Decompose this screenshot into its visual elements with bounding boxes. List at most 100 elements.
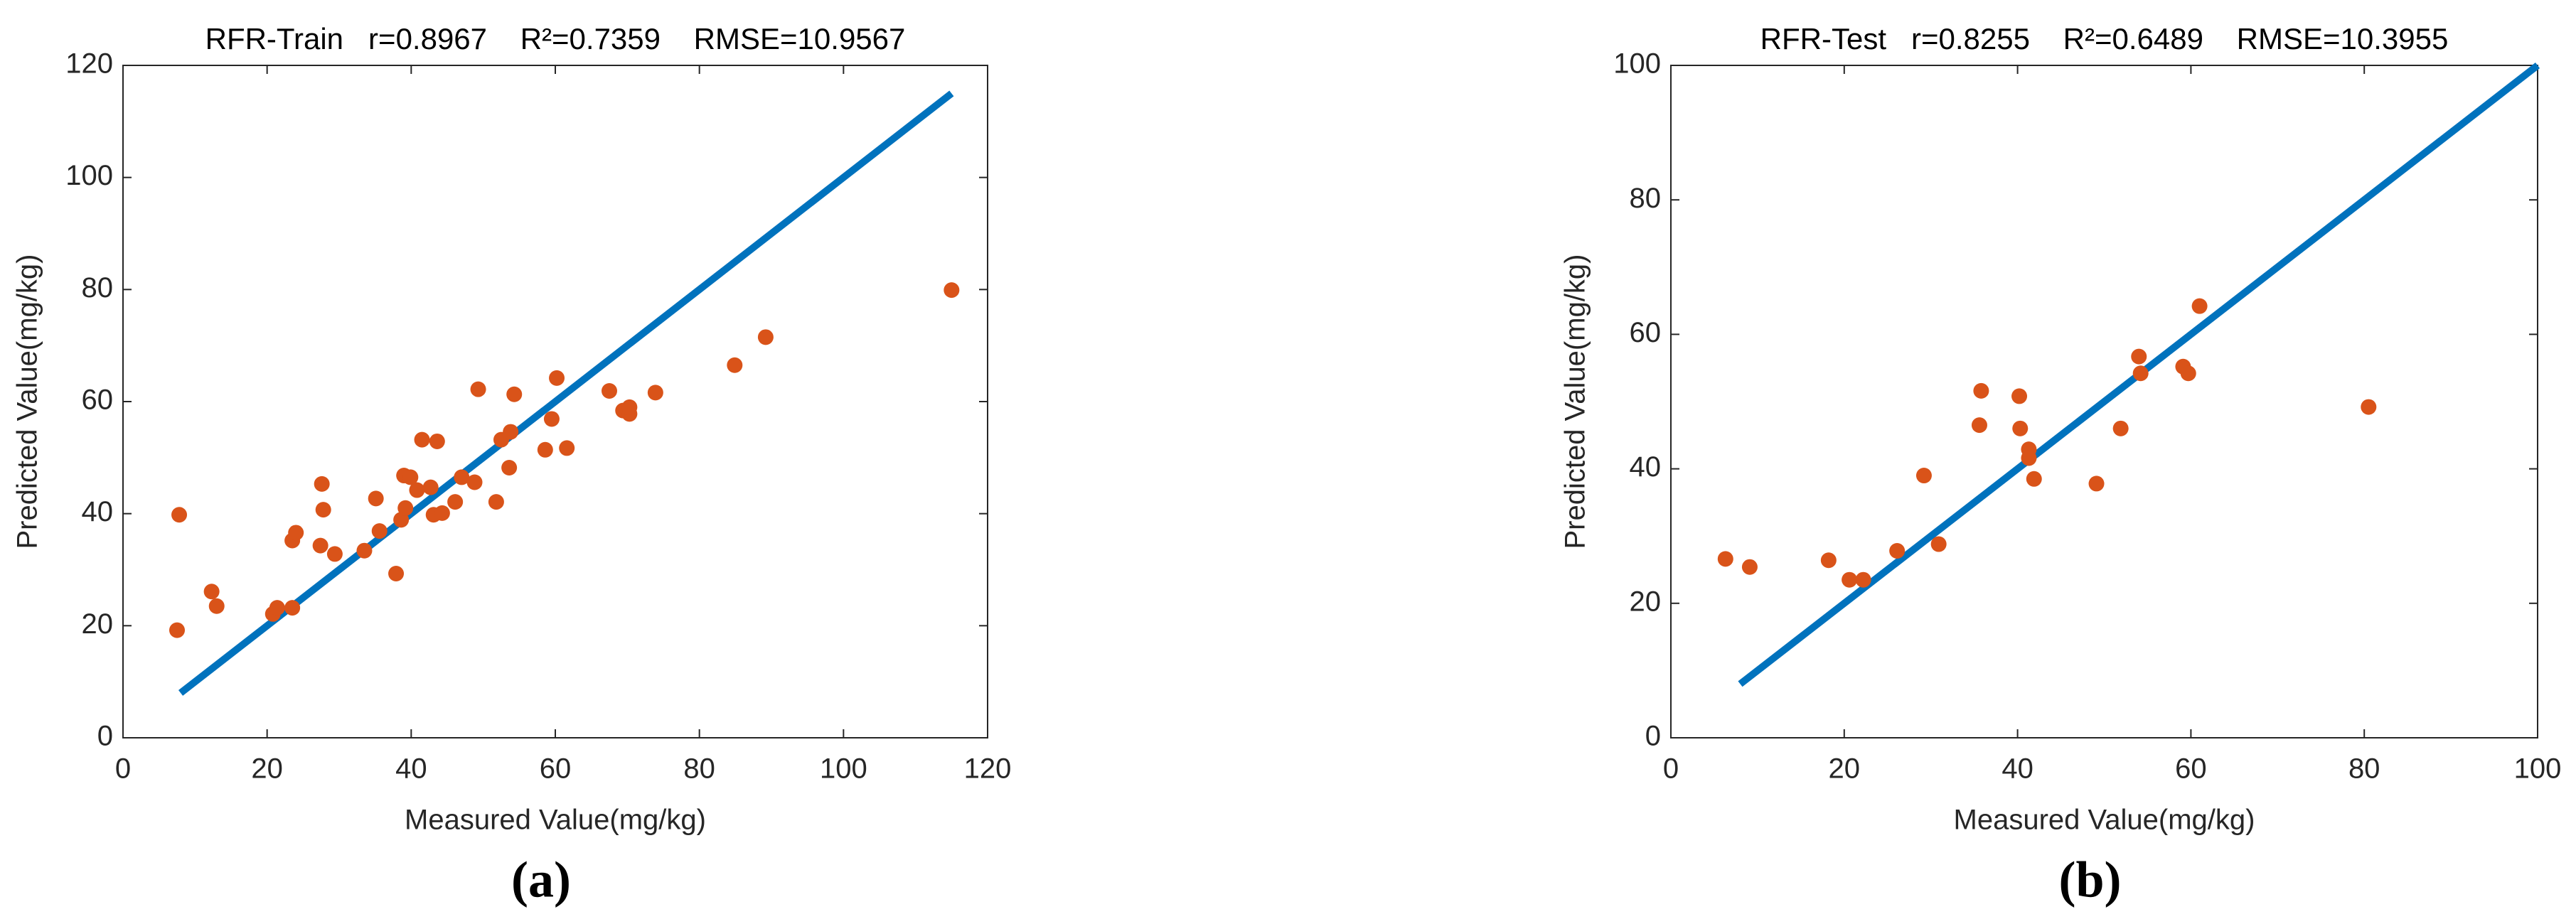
x-tick-label: 40 [395,753,427,785]
scatter-point [208,598,225,614]
scatter-point [454,469,470,485]
panel-label: (b) [2059,852,2122,908]
scatter-point [466,474,483,490]
x-tick-label: 0 [1663,753,1679,785]
x-axis-label: Measured Value(mg/kg) [405,805,706,836]
x-tick-label: 120 [964,753,1012,785]
scatter-point [312,537,328,554]
scatter-point [2132,365,2149,382]
y-tick-label: 80 [82,272,114,303]
scatter-point [944,282,960,299]
scatter-point [1842,571,1858,588]
scatter-point [1889,543,1906,559]
scatter-point [434,505,450,521]
y-tick-label: 20 [82,608,114,640]
scatter-point [2021,450,2037,466]
x-tick-label: 80 [683,753,715,785]
x-tick-label: 20 [1829,753,1861,785]
scatter-point [1855,571,1871,588]
scatter-point [2112,420,2129,436]
scatter-point [371,523,388,539]
scatter-point [402,469,419,485]
scatter-point [2011,388,2028,404]
chart-panel: 0 20 40 60 80 100 0 20 40 60 80 100 RFR-Test r=0.825… [1560,22,2562,908]
scatter-point [169,622,185,638]
y-tick-label: 60 [1630,317,1662,348]
scatter-point [1820,552,1837,569]
y-tick-label: 40 [82,496,114,527]
scatter-point [503,424,519,440]
scatter-point [429,433,445,449]
scatter-point [388,566,405,582]
scatter-point [621,399,638,415]
scatter-point [2180,365,2196,382]
scatter-point [501,460,518,476]
x-tick-label: 0 [115,753,131,785]
scatter-point [269,600,285,616]
y-tick-label: 0 [97,721,113,752]
scatter-point [2012,420,2029,436]
y-tick-label: 60 [82,385,114,416]
scatter-point [488,494,504,510]
scatter-point [368,490,384,507]
scatter-point [1915,468,1932,484]
y-tick-label: 20 [1630,586,1662,617]
x-tick-label: 60 [540,753,572,785]
scatter-point [543,411,560,427]
scatter-point [1741,559,1758,575]
scatter-point [1930,536,1947,552]
scatter-point [2088,476,2105,492]
x-axis-label: Measured Value(mg/kg) [1954,805,2255,836]
scatter-point [284,600,301,616]
scatter-point [326,546,343,562]
scatter-point [506,386,523,402]
x-tick-label: 100 [820,753,867,785]
scatter-point [397,500,414,516]
x-tick-label: 100 [2514,753,2562,785]
scatter-point [2191,298,2208,314]
scatter-point [393,512,410,528]
scatter-point [537,441,553,458]
scatter-point [1973,382,1989,399]
y-tick-label: 40 [1630,451,1662,483]
fit-line [178,90,954,696]
x-tick-label: 40 [2002,753,2033,785]
scatter-point [356,542,373,559]
scatter-point [757,329,774,345]
y-tick-label: 80 [1630,183,1662,214]
scatter-point [422,479,439,495]
scatter-point [203,584,220,600]
y-axis-label: Predicted Value(mg/kg) [1560,254,1591,549]
chart-title: RFR-Train r=0.8967 R²=0.7359 RMSE=10.956… [205,22,906,55]
y-tick-label: 100 [1613,48,1661,80]
scatter-point [602,383,617,399]
y-axis-label: Predicted Value(mg/kg) [12,254,43,549]
scatter-point [470,381,486,397]
scatter-point [647,385,663,401]
scatter-point [1717,551,1733,567]
panel-label: (a) [511,852,571,908]
scatter-point [288,525,304,541]
scatter-point [414,431,430,448]
y-tick-label: 120 [65,48,113,80]
scatter-point [727,357,743,373]
chart-panel: 0 20 40 60 80 100 120 0 20 40 60 80 100 120 RFR-Train … [12,22,1012,908]
scatter-point [2361,399,2377,415]
scatter-point [171,507,188,523]
scatter-point [315,502,331,518]
x-tick-label: 20 [251,753,283,785]
scatter-point [2026,471,2042,487]
scatter-point [1971,417,1987,434]
scatter-point [2131,348,2147,365]
scatter-point [447,494,464,510]
y-tick-label: 0 [1645,721,1661,752]
x-tick-label: 80 [2348,753,2380,785]
scatter-point [549,370,565,386]
scatter-point [559,440,575,456]
y-tick-label: 100 [65,160,113,191]
chart-title: RFR-Test r=0.8255 R²=0.6489 RMSE=10.3955 [1760,22,2449,55]
scatter-point [314,476,330,492]
scatter-point [409,482,425,498]
x-tick-label: 60 [2175,753,2207,785]
